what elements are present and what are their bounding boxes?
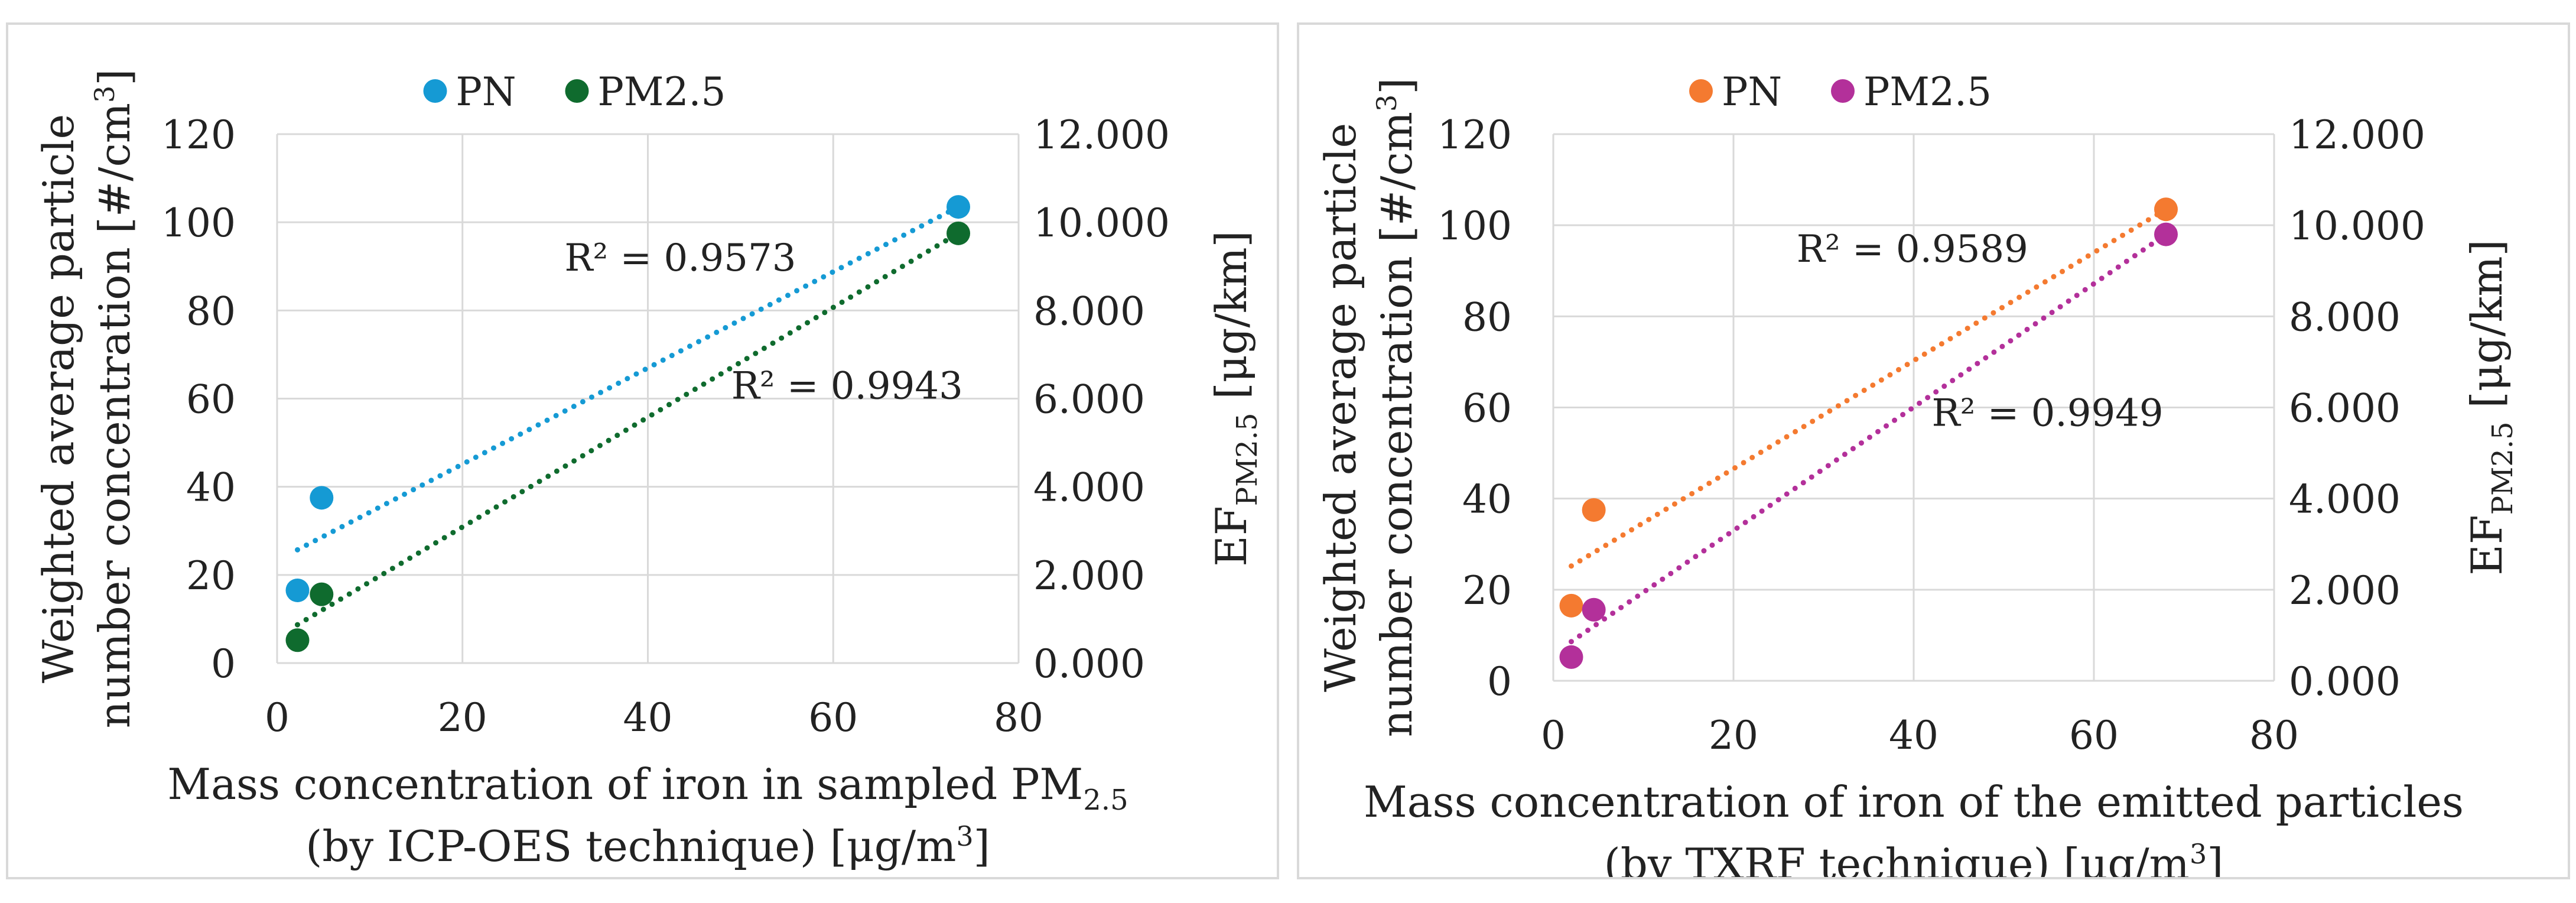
chart1-y-left-title-line1: Weighted average particle: [1316, 123, 1365, 692]
chart0-pn-r2-label: R² = 0.9573: [564, 236, 796, 280]
chart1-y-right-tick-label: 12.000: [2289, 112, 2425, 158]
chart1-pn-point: [1559, 593, 1583, 618]
chart0-y-left-title-line2: number concentration [#/cm3]: [89, 69, 139, 729]
chart0-y-right-tick-label: 8.000: [1033, 288, 1145, 334]
chart1-y-left-tick-label: 60: [1462, 386, 1512, 431]
chart0-legend-label-pn: PN: [456, 69, 516, 115]
chart0-y-right-tick-label: 10.000: [1033, 200, 1170, 246]
chart0-pn-point: [310, 486, 334, 510]
chart1-y-left-tick-label: 100: [1437, 203, 1512, 249]
chart0-y-left-tick-label: 120: [161, 112, 236, 158]
chart1-pm25-point: [1582, 597, 1606, 622]
chart0-legend-label-pm25: PM2.5: [598, 69, 726, 115]
chart0-legend-marker-pn: [423, 79, 447, 103]
chart0-pn-trendline: [295, 204, 961, 553]
chart1-y-right-tick-label: 8.000: [2289, 294, 2401, 340]
chart1-legend-label-pm25: PM2.5: [1863, 69, 1992, 115]
chart1-legend-label-pn: PN: [1722, 69, 1782, 115]
chart1-x-tick-label: 0: [1541, 713, 1566, 758]
chart1-x-title-line2: (by TXRF technique) [μg/m3]: [1604, 838, 2224, 877]
chart0-y-left-tick-label: 40: [186, 465, 236, 511]
chart-left-svg: 0 20 40 60 80 100 120 0.000 2.000 4.000 6.000 8.000…: [34, 69, 1264, 871]
chart0-pm25-point: [947, 221, 971, 245]
chart0-y-left-tick-label: 60: [186, 377, 236, 423]
chart0-y-left-tick-label: 80: [186, 288, 236, 334]
chart0-x-tick-label: 60: [808, 695, 858, 740]
chart0-x-tick-label: 80: [994, 695, 1043, 740]
chart1-pn-point: [2154, 197, 2178, 222]
chart0-pm25-point: [310, 582, 334, 606]
chart1-pn-point: [1582, 498, 1606, 522]
chart1-y-right-tick-label: 4.000: [2289, 477, 2401, 522]
chart1-x-tick-label: 60: [2069, 713, 2119, 758]
chart1-legend-marker-pm25: [1831, 79, 1855, 103]
chart0-y-right-tick-label: 2.000: [1033, 553, 1145, 599]
chart0-y-left-tick-label: 100: [161, 200, 236, 246]
chart1-y-left-tick-label: 20: [1462, 568, 1512, 613]
chart0-x-title-line2: (by ICP-OES technique) [μg/m3]: [305, 820, 990, 871]
chart1-pm25-trendline: [1569, 232, 2169, 645]
chart0-pm25-r2-label: R² = 0.9943: [731, 365, 963, 408]
chart1-x-tick-label: 20: [1709, 713, 1758, 758]
chart0-pn-point: [947, 195, 971, 219]
chart1-y-left-tick-label: 80: [1462, 294, 1512, 340]
chart0-y-right-tick-label: 4.000: [1033, 465, 1145, 511]
chart0-y-right-title: EFPM2.5 [μg/km]: [1206, 230, 1264, 566]
chart0-y-right-tick-label: 12.000: [1033, 112, 1170, 158]
chart0-pm25-trendline: [295, 230, 961, 628]
chart1-y-right-tick-label: 0.000: [2289, 659, 2401, 704]
chart1-x-title-line1: Mass concentration of iron of the emitte…: [1364, 777, 2464, 827]
chart1-pn-r2-label: R² = 0.9589: [1797, 228, 2028, 271]
chart1-x-tick-label: 80: [2249, 713, 2299, 758]
chart0-x-tick-label: 20: [438, 695, 487, 740]
chart0-legend-marker-pm25: [565, 79, 589, 103]
chart1-pm25-point: [1559, 645, 1583, 669]
chart0-pm25-point: [285, 628, 310, 652]
chart0-y-left-title-line1: Weighted average particle: [34, 114, 83, 683]
chart1-x-tick-label: 40: [1889, 713, 1938, 758]
chart1-y-right-tick-label: 2.000: [2289, 568, 2401, 613]
chart0-y-left-tick-label: 0: [211, 641, 236, 687]
chart1-pm25-r2-label: R² = 0.9949: [1932, 391, 2164, 435]
chart1-pm25-point: [2154, 222, 2178, 246]
chart-panel-left: 0 20 40 60 80 100 120 0.000 2.000 4.000 6.000 8.000…: [6, 22, 1279, 879]
chart0-x-title-line1: Mass concentration of iron in sampled PM…: [167, 759, 1128, 817]
chart0-y-left-tick-label: 20: [186, 553, 236, 599]
chart-right-svg: 0 20 40 60 80 100 120 0.000 2.000 4.000 6.000 8.000…: [1316, 69, 2519, 877]
chart0-x-tick-label: 0: [265, 695, 290, 740]
chart0-y-right-tick-label: 6.000: [1033, 377, 1145, 423]
chart1-y-left-tick-label: 120: [1437, 112, 1512, 158]
chart1-y-right-tick-label: 6.000: [2289, 386, 2401, 431]
chart1-y-right-title: EFPM2.5 [μg/km]: [2462, 239, 2519, 575]
chart1-y-left-tick-label: 0: [1487, 659, 1512, 704]
chart1-y-left-tick-label: 40: [1462, 477, 1512, 522]
chart-panel-right: 0 20 40 60 80 100 120 0.000 2.000 4.000 6.000 8.000…: [1297, 22, 2570, 879]
chart1-y-right-tick-label: 10.000: [2289, 203, 2425, 249]
chart0-y-right-tick-label: 0.000: [1033, 641, 1145, 687]
chart0-x-tick-label: 40: [623, 695, 673, 740]
chart0-pn-point: [285, 578, 310, 602]
chart1-legend-marker-pn: [1689, 79, 1713, 103]
chart1-y-left-title-line2: number concentration [#/cm3]: [1371, 78, 1422, 738]
